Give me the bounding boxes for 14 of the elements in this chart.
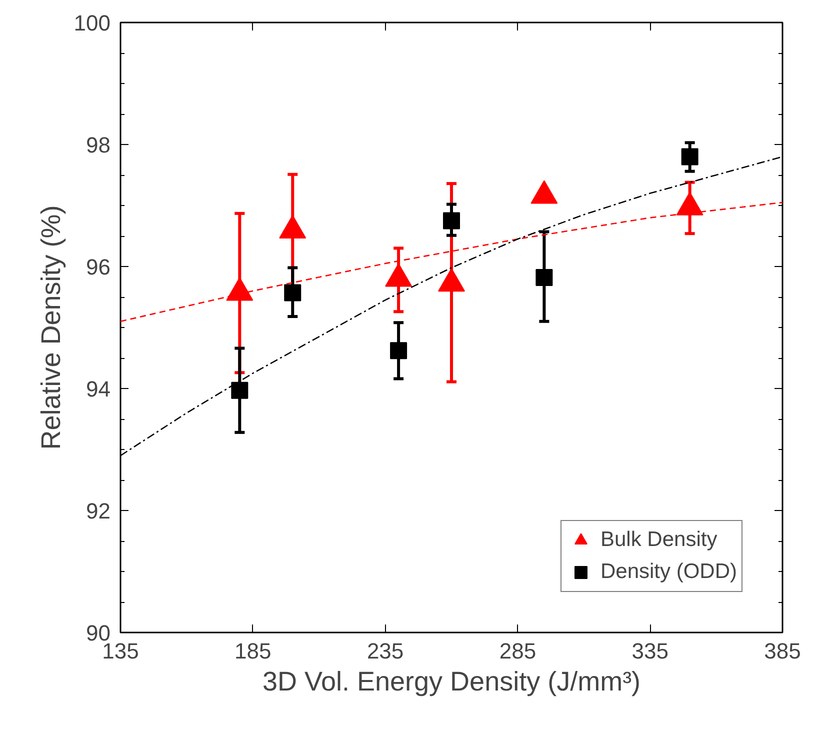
legend-label: Density (ODD) xyxy=(600,560,737,584)
y-tick-label: 92 xyxy=(86,498,111,524)
y-tick-label: 100 xyxy=(74,10,111,36)
x-tick-label: 335 xyxy=(632,638,668,664)
y-axis-title: Relative Density (%) xyxy=(36,205,66,450)
x-tick-label: 285 xyxy=(499,638,536,664)
x-axis-title: 3D Vol. Energy Density (J/mm³) xyxy=(262,666,641,696)
x-tick-label: 235 xyxy=(366,638,404,664)
x-tick-label: 185 xyxy=(234,638,272,664)
y-tick-label: 94 xyxy=(86,376,111,402)
legend-label: Bulk Density xyxy=(600,528,718,552)
y-tick-label: 98 xyxy=(86,132,111,158)
y-tick-label: 96 xyxy=(86,254,111,280)
x-tick-label: 385 xyxy=(764,638,801,664)
